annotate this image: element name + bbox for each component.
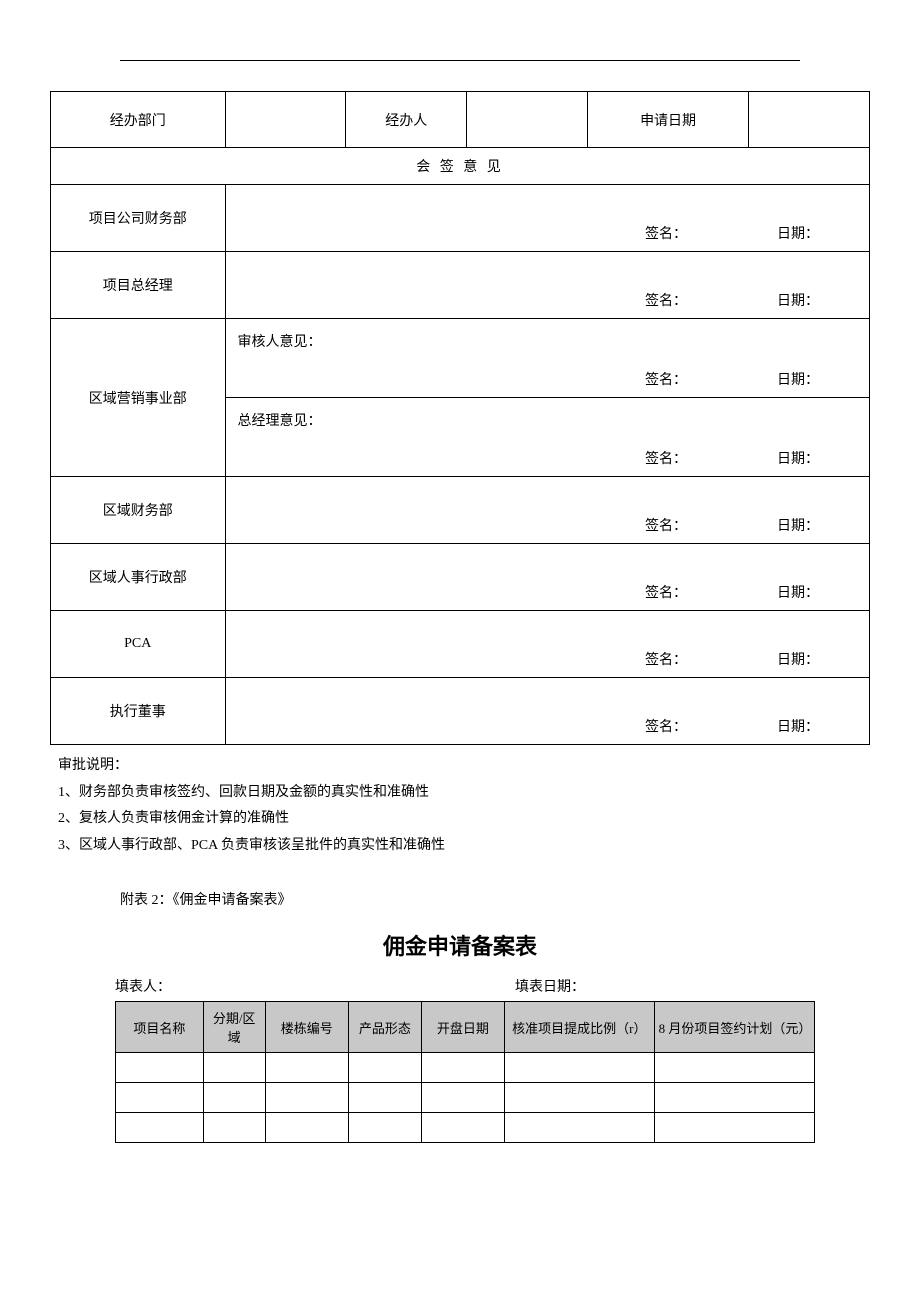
apply-date-input[interactable]	[749, 92, 870, 148]
record-row	[116, 1083, 815, 1113]
apply-date-label: 申请日期	[588, 92, 749, 148]
handler-row: 经办部门 经办人 申请日期	[51, 92, 870, 148]
header-phase: 分期/区域	[203, 1002, 265, 1053]
record-cell[interactable]	[348, 1053, 421, 1083]
header-open-date: 开盘日期	[421, 1002, 504, 1053]
date-label: 日期：	[777, 448, 819, 468]
finance-dept-label: 项目公司财务部	[51, 185, 226, 252]
regional-hr-label: 区域人事行政部	[51, 544, 226, 611]
regional-hr-row: 区域人事行政部 签名： 日期：	[51, 544, 870, 611]
sign-label: 签名：	[645, 369, 687, 389]
gm-row: 项目总经理 签名： 日期：	[51, 252, 870, 319]
gm-opinion-label: 总经理意见：	[236, 406, 859, 430]
finance-dept-sign[interactable]: 签名： 日期：	[225, 185, 869, 252]
cosign-header: 会 签 意 见	[51, 148, 870, 185]
sign-label: 签名：	[645, 515, 687, 535]
pca-sign[interactable]: 签名： 日期：	[225, 611, 869, 678]
header-building-no: 楼栋编号	[265, 1002, 348, 1053]
handler-input[interactable]	[467, 92, 588, 148]
date-label: 日期：	[777, 649, 819, 669]
regional-hr-sign[interactable]: 签名： 日期：	[225, 544, 869, 611]
sign-label: 签名：	[645, 223, 687, 243]
record-row	[116, 1053, 815, 1083]
record-cell[interactable]	[116, 1083, 204, 1113]
dept-input[interactable]	[225, 92, 346, 148]
fill-person-label: 填表人：	[115, 976, 415, 996]
record-cell[interactable]	[203, 1053, 265, 1083]
date-label: 日期：	[777, 716, 819, 736]
record-cell[interactable]	[116, 1053, 204, 1083]
gm-label: 项目总经理	[51, 252, 226, 319]
record-cell[interactable]	[348, 1083, 421, 1113]
approval-notes: 审批说明： 1、财务部负责审核签约、回款日期及金额的真实性和准确性 2、复核人负…	[58, 753, 870, 859]
record-cell[interactable]	[203, 1113, 265, 1143]
record-cell[interactable]	[654, 1053, 814, 1083]
handler-label: 经办人	[346, 92, 467, 148]
notes-title: 审批说明：	[58, 753, 870, 780]
header-product-type: 产品形态	[348, 1002, 421, 1053]
record-cell[interactable]	[203, 1083, 265, 1113]
record-cell[interactable]	[421, 1083, 504, 1113]
notes-line2: 2、复核人负责审核佣金计算的准确性	[58, 806, 870, 833]
regional-finance-label: 区域财务部	[51, 477, 226, 544]
date-label: 日期：	[777, 582, 819, 602]
fill-date-label: 填表日期：	[415, 976, 815, 996]
main-title: 佣金申请备案表	[50, 929, 870, 961]
gm-opinion-cell[interactable]: 总经理意见： 签名： 日期：	[225, 398, 869, 477]
executive-director-label: 执行董事	[51, 678, 226, 745]
sign-label: 签名：	[645, 290, 687, 310]
header-commission-rate: 核准项目提成比例（r）	[505, 1002, 655, 1053]
record-cell[interactable]	[265, 1083, 348, 1113]
record-cell[interactable]	[505, 1053, 655, 1083]
date-label: 日期：	[777, 369, 819, 389]
record-cell[interactable]	[654, 1083, 814, 1113]
sign-label: 签名：	[645, 582, 687, 602]
notes-line3: 3、区域人事行政部、PCA 负责审核该呈批件的真实性和准确性	[58, 833, 870, 860]
executive-director-sign[interactable]: 签名： 日期：	[225, 678, 869, 745]
record-table: 项目名称 分期/区域 楼栋编号 产品形态 开盘日期 核准项目提成比例（r） 8 …	[115, 1001, 815, 1143]
sign-label: 签名：	[645, 448, 687, 468]
finance-dept-row: 项目公司财务部 签名： 日期：	[51, 185, 870, 252]
dept-label: 经办部门	[51, 92, 226, 148]
gm-sign[interactable]: 签名： 日期：	[225, 252, 869, 319]
record-cell[interactable]	[505, 1113, 655, 1143]
executive-director-row: 执行董事 签名： 日期：	[51, 678, 870, 745]
record-cell[interactable]	[265, 1053, 348, 1083]
cosign-header-row: 会 签 意 见	[51, 148, 870, 185]
reviewer-opinion-label: 审核人意见：	[236, 327, 859, 351]
record-cell[interactable]	[348, 1113, 421, 1143]
notes-line1: 1、财务部负责审核签约、回款日期及金额的真实性和准确性	[58, 780, 870, 807]
header-sign-plan: 8 月份项目签约计划（元）	[654, 1002, 814, 1053]
sign-label: 签名：	[645, 649, 687, 669]
regional-finance-sign[interactable]: 签名： 日期：	[225, 477, 869, 544]
date-label: 日期：	[777, 290, 819, 310]
pca-row: PCA 签名： 日期：	[51, 611, 870, 678]
record-cell[interactable]	[265, 1113, 348, 1143]
appendix-label: 附表 2：《佣金申请备案表》	[120, 889, 870, 909]
marketing-reviewer-row: 区域营销事业部 审核人意见： 签名： 日期：	[51, 319, 870, 398]
fill-info-row: 填表人： 填表日期：	[115, 976, 815, 996]
header-project-name: 项目名称	[116, 1002, 204, 1053]
date-label: 日期：	[777, 515, 819, 535]
record-row	[116, 1113, 815, 1143]
regional-finance-row: 区域财务部 签名： 日期：	[51, 477, 870, 544]
record-cell[interactable]	[505, 1083, 655, 1113]
record-cell[interactable]	[654, 1113, 814, 1143]
reviewer-opinion-cell[interactable]: 审核人意见： 签名： 日期：	[225, 319, 869, 398]
record-cell[interactable]	[116, 1113, 204, 1143]
record-cell[interactable]	[421, 1113, 504, 1143]
record-cell[interactable]	[421, 1053, 504, 1083]
marketing-dept-label: 区域营销事业部	[51, 319, 226, 477]
record-header-row: 项目名称 分期/区域 楼栋编号 产品形态 开盘日期 核准项目提成比例（r） 8 …	[116, 1002, 815, 1053]
top-divider	[120, 60, 800, 61]
pca-label: PCA	[51, 611, 226, 678]
date-label: 日期：	[777, 223, 819, 243]
approval-table: 经办部门 经办人 申请日期 会 签 意 见 项目公司财务部 签名： 日期： 项目…	[50, 91, 870, 745]
sign-label: 签名：	[645, 716, 687, 736]
